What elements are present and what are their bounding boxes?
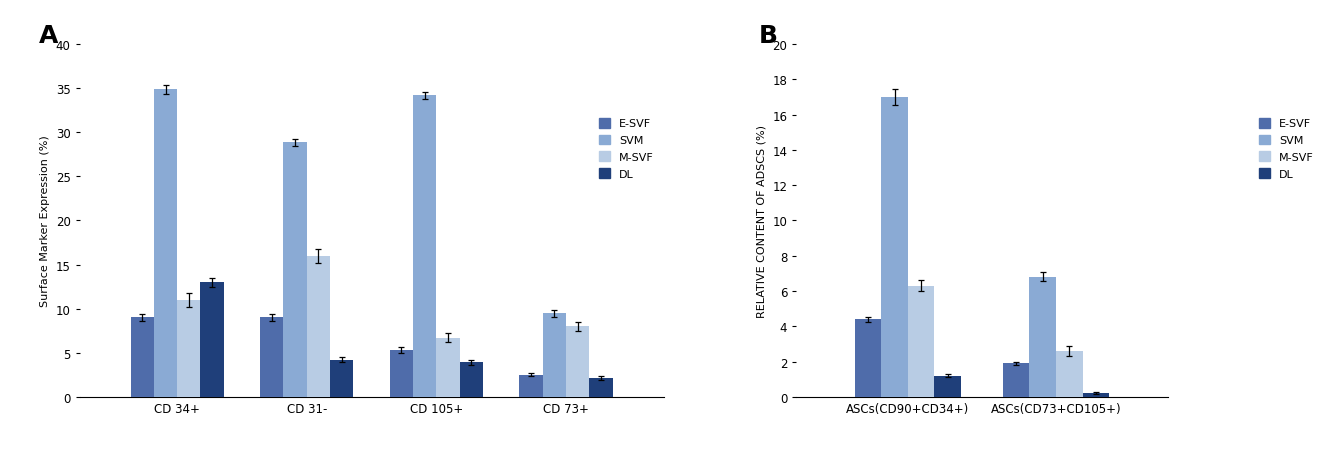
Bar: [154, 90, 178, 397]
Text: B: B: [759, 24, 778, 48]
Bar: [200, 282, 224, 397]
Bar: [543, 313, 565, 397]
Legend: E-SVF, SVM, M-SVF, DL: E-SVF, SVM, M-SVF, DL: [1254, 114, 1318, 184]
Bar: [855, 319, 881, 397]
Bar: [908, 286, 934, 397]
Bar: [1083, 393, 1109, 397]
Bar: [260, 318, 284, 397]
Bar: [589, 378, 613, 397]
Bar: [330, 360, 353, 397]
Bar: [565, 327, 589, 397]
Bar: [519, 375, 543, 397]
Bar: [1030, 277, 1056, 397]
Bar: [881, 98, 908, 397]
Y-axis label: Surface Marker Expression (%): Surface Marker Expression (%): [40, 135, 50, 307]
Bar: [307, 256, 330, 397]
Bar: [390, 350, 413, 397]
Y-axis label: RELATIVE CONTENT OF ADSCS (%): RELATIVE CONTENT OF ADSCS (%): [756, 125, 767, 317]
Bar: [437, 338, 459, 397]
Text: A: A: [38, 24, 58, 48]
Bar: [284, 143, 307, 397]
Bar: [178, 300, 200, 397]
Bar: [413, 96, 437, 397]
Bar: [1003, 364, 1030, 397]
Legend: E-SVF, SVM, M-SVF, DL: E-SVF, SVM, M-SVF, DL: [594, 114, 658, 184]
Bar: [1056, 351, 1083, 397]
Bar: [130, 318, 154, 397]
Bar: [459, 363, 483, 397]
Bar: [934, 376, 961, 397]
